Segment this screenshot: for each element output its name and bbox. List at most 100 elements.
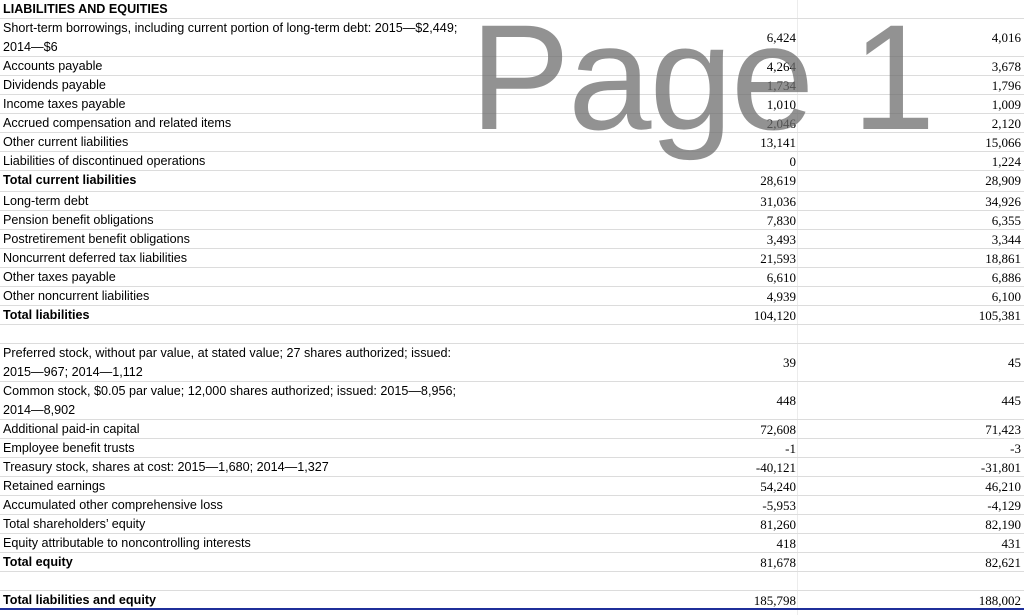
row-label: Dividends payable: [3, 78, 106, 92]
value-2014: 28,909: [985, 173, 1021, 188]
table-row: Total current liabilities 28,619 28,909: [0, 171, 1024, 192]
table-row: Equity attributable to noncontrolling in…: [0, 534, 1024, 553]
value-2015: 28,619: [760, 173, 796, 188]
table-row: Noncurrent deferred tax liabilities 21,59…: [0, 249, 1024, 268]
value-2015: 418: [776, 536, 797, 551]
value-2015: 448: [776, 393, 797, 408]
table-row: Accrued compensation and related items 2,…: [0, 114, 1024, 133]
row-label: Total liabilities: [3, 308, 90, 322]
value-2014: 188,002: [978, 593, 1021, 608]
table-row: Retained earnings 54,240 46,210: [0, 477, 1024, 496]
blank-row: [0, 325, 1024, 344]
value-2014: 445: [1001, 393, 1022, 408]
table-row: Total liabilities 104,120 105,381: [0, 306, 1024, 325]
value-2015: 13,141: [760, 135, 796, 150]
value-2015: 54,240: [760, 479, 796, 494]
value-2014: 82,621: [985, 555, 1021, 570]
value-2015: 7,830: [766, 213, 796, 228]
value-2015: -5,953: [762, 498, 796, 513]
table-row: Common stock, $0.05 par value; 12,000 sh…: [0, 382, 1024, 420]
blank-row: [0, 572, 1024, 591]
value-2015: 21,593: [760, 251, 796, 266]
table-row: Pension benefit obligations 7,830 6,355: [0, 211, 1024, 230]
row-label: Long-term debt: [3, 194, 89, 208]
table-row: Long-term debt 31,036 34,926: [0, 192, 1024, 211]
value-2015: 185,798: [753, 593, 796, 608]
table-row: Postretirement benefit obligations 3,493 3…: [0, 230, 1024, 249]
value-2014: -31,801: [980, 460, 1021, 475]
row-label: Total shareholders’ equity: [3, 517, 146, 531]
value-2015: 1,734: [766, 78, 796, 93]
row-label: Accumulated other comprehensive loss: [3, 498, 223, 512]
value-2014: 1,224: [991, 154, 1021, 169]
table-row: Treasury stock, shares at cost: 2015—1,6…: [0, 458, 1024, 477]
row-label: Treasury stock, shares at cost: 2015—1,6…: [3, 460, 329, 474]
row-label: Common stock, $0.05 par value; 12,000 sh…: [3, 384, 456, 417]
table-row: Accounts payable 4,264 3,678: [0, 57, 1024, 76]
table-row: Income taxes payable 1,010 1,009: [0, 95, 1024, 114]
table-row: Employee benefit trusts -1 -3: [0, 439, 1024, 458]
table-row: LIABILITIES AND EQUITIES: [0, 0, 1024, 19]
value-2014: 45: [1008, 355, 1021, 370]
row-label: Total equity: [3, 555, 73, 569]
row-label: Postretirement benefit obligations: [3, 232, 190, 246]
table-row: Accumulated other comprehensive loss -5,9…: [0, 496, 1024, 515]
value-2015: 72,608: [760, 422, 796, 437]
table-row: Total liabilities and equity 185,798 188,0…: [0, 591, 1024, 610]
row-label: Preferred stock, without par value, at s…: [3, 346, 452, 379]
table-row: Other current liabilities 13,141 15,066: [0, 133, 1024, 152]
value-2015: 81,678: [760, 555, 796, 570]
row-label: Noncurrent deferred tax liabilities: [3, 251, 188, 265]
value-2015: -1: [785, 441, 796, 456]
value-2015: 6,424: [766, 30, 796, 45]
row-label: Pension benefit obligations: [3, 213, 154, 227]
row-label: Accounts payable: [3, 59, 103, 73]
row-label: Other current liabilities: [3, 135, 129, 149]
row-label: Other taxes payable: [3, 270, 116, 284]
table-row: Dividends payable 1,734 1,796: [0, 76, 1024, 95]
value-2015: 4,939: [766, 289, 796, 304]
value-2015: 6,610: [766, 270, 796, 285]
value-2014: 46,210: [985, 479, 1021, 494]
value-2014: 34,926: [985, 194, 1021, 209]
value-2015: 39: [783, 355, 796, 370]
row-label: LIABILITIES AND EQUITIES: [3, 2, 168, 16]
table-row: Total shareholders’ equity 81,260 82,190: [0, 515, 1024, 534]
row-label: Retained earnings: [3, 479, 106, 493]
row-label: Employee benefit trusts: [3, 441, 135, 455]
value-2014: -3: [1010, 441, 1021, 456]
value-2014: 3,678: [991, 59, 1021, 74]
table-row: Other taxes payable 6,610 6,886: [0, 268, 1024, 287]
value-2015: 2,046: [766, 116, 796, 131]
table-row: Short-term borrowings, including current…: [0, 19, 1024, 57]
table-row: Additional paid-in capital 72,608 71,423: [0, 420, 1024, 439]
value-2014: 15,066: [985, 135, 1021, 150]
row-label: Accrued compensation and related items: [3, 116, 232, 130]
value-2015: 104,120: [753, 308, 796, 323]
value-2015: -40,121: [755, 460, 796, 475]
value-2015: 31,036: [760, 194, 796, 209]
value-2014: 82,190: [985, 517, 1021, 532]
value-2015: 81,260: [760, 517, 796, 532]
value-2015: 3,493: [766, 232, 796, 247]
row-label: Total liabilities and equity: [3, 593, 157, 607]
column-gridline: [797, 0, 798, 615]
value-2014: 4,016: [991, 30, 1021, 45]
row-label: Total current liabilities: [3, 173, 137, 187]
value-2014: 18,861: [985, 251, 1021, 266]
value-2014: 431: [1001, 536, 1022, 551]
value-2014: 6,100: [991, 289, 1021, 304]
row-label: Equity attributable to noncontrolling in…: [3, 536, 251, 550]
row-label: Income taxes payable: [3, 97, 126, 111]
value-2015: 1,010: [766, 97, 796, 112]
value-2014: 71,423: [985, 422, 1021, 437]
value-2014: 6,355: [991, 213, 1021, 228]
row-label: Other noncurrent liabilities: [3, 289, 150, 303]
row-label: Liabilities of discontinued operations: [3, 154, 206, 168]
value-2015: 4,264: [766, 59, 796, 74]
row-label: Additional paid-in capital: [3, 422, 140, 436]
value-2015: 0: [789, 154, 797, 169]
table-row: Preferred stock, without par value, at s…: [0, 344, 1024, 382]
value-2014: 3,344: [991, 232, 1021, 247]
